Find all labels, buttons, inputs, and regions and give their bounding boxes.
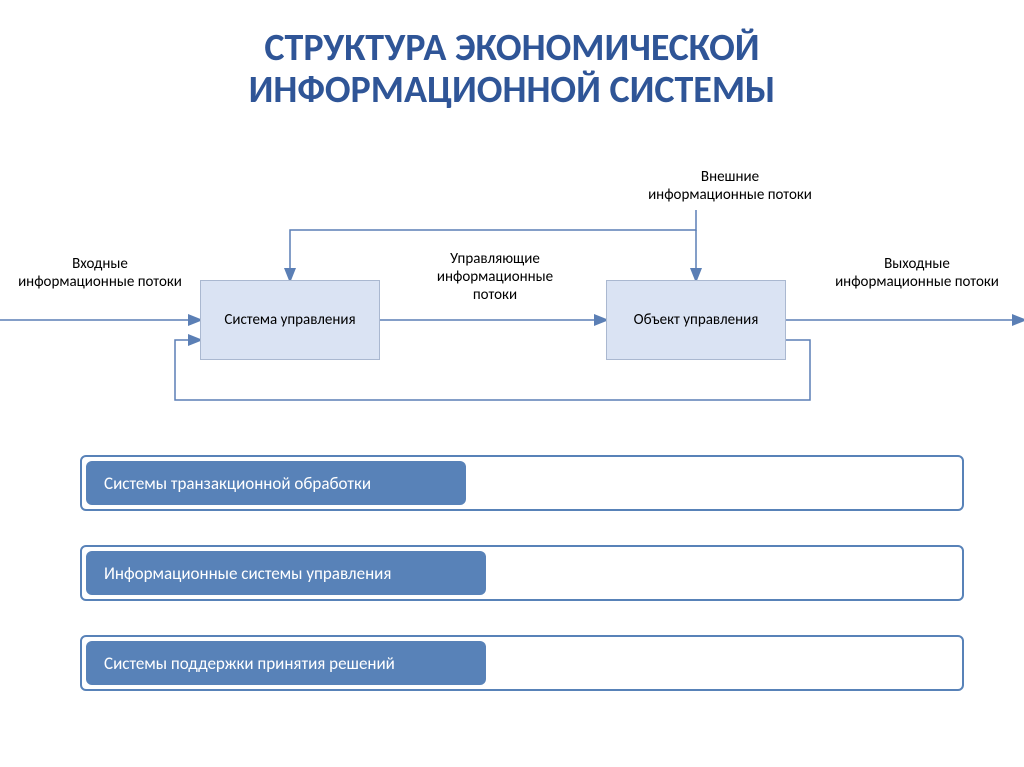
list-pill-2: Системы поддержки принятия решений [86, 641, 486, 685]
list-item-0-label: Системы транзакционной обработки [104, 473, 371, 494]
label-control-l1: Управляющие [390, 250, 600, 268]
list-item-2-label: Системы поддержки принятия решений [104, 653, 395, 674]
title-line-1: СТРУКТУРА ЭКОНОМИЧЕСКОЙ [0, 28, 1024, 70]
label-input-l2: информационные потоки [0, 273, 200, 291]
label-input-l1: Входные [0, 255, 200, 273]
list-item-1-label: Информационные системы управления [104, 563, 391, 584]
label-external-l1: Внешние [580, 168, 880, 186]
list-row-1: Информационные системы управления [80, 545, 964, 601]
node-object-management: Объект управления [606, 280, 786, 360]
node-system-management-label: Система управления [224, 311, 355, 329]
label-output: Выходные информационные потоки [810, 255, 1024, 291]
label-control-l3: потоки [390, 286, 600, 304]
node-system-management: Система управления [200, 280, 380, 360]
label-input: Входные информационные потоки [0, 255, 200, 291]
list-row-2: Системы поддержки принятия решений [80, 635, 964, 691]
label-output-l2: информационные потоки [810, 273, 1024, 291]
slide-title: СТРУКТУРА ЭКОНОМИЧЕСКОЙ ИНФОРМАЦИОННОЙ С… [0, 0, 1024, 112]
label-external-l2: информационные потоки [580, 186, 880, 204]
list-pill-0: Системы транзакционной обработки [86, 461, 466, 505]
title-line-2: ИНФОРМАЦИОННОЙ СИСТЕМЫ [0, 70, 1024, 112]
node-object-management-label: Объект управления [634, 311, 759, 329]
label-external: Внешние информационные потоки [580, 168, 880, 204]
label-control: Управляющие информационные потоки [390, 250, 600, 304]
label-control-l2: информационные [390, 268, 600, 286]
list-row-0: Системы транзакционной обработки [80, 455, 964, 511]
list-pill-1: Информационные системы управления [86, 551, 486, 595]
label-output-l1: Выходные [810, 255, 1024, 273]
